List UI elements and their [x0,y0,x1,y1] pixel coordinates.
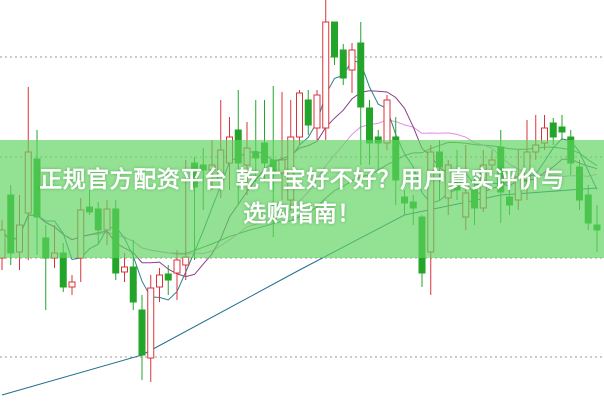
candle-up [313,94,321,129]
title-line-1: 正规官方配资平台 乾牛宝好不好？用户真实评价与 [39,167,565,193]
candle-up [156,274,163,288]
candle-down [549,122,557,138]
candle-up [383,99,391,144]
candle-down [331,21,338,58]
candle-down [339,49,347,79]
candle-down [558,126,566,133]
candle-down [357,42,365,108]
candle-down [366,107,373,144]
candle-down [59,252,67,288]
candle-up [121,266,128,273]
article-title: 正规官方配资平台 乾牛宝好不好？用户真实评价与 选购指南！ [0,163,604,231]
candle-down [304,99,312,126]
candle-up [296,92,303,138]
candle-up [322,21,330,129]
title-line-2: 选购指南！ [243,201,361,227]
candle-down [129,266,137,303]
candle-down [138,309,146,356]
candle-up [182,256,190,266]
candle-up [68,281,76,288]
candle-down [164,273,172,281]
candle-up [147,287,155,359]
candle-up [173,259,181,274]
candle-up [348,49,356,71]
title-banner [0,140,604,258]
